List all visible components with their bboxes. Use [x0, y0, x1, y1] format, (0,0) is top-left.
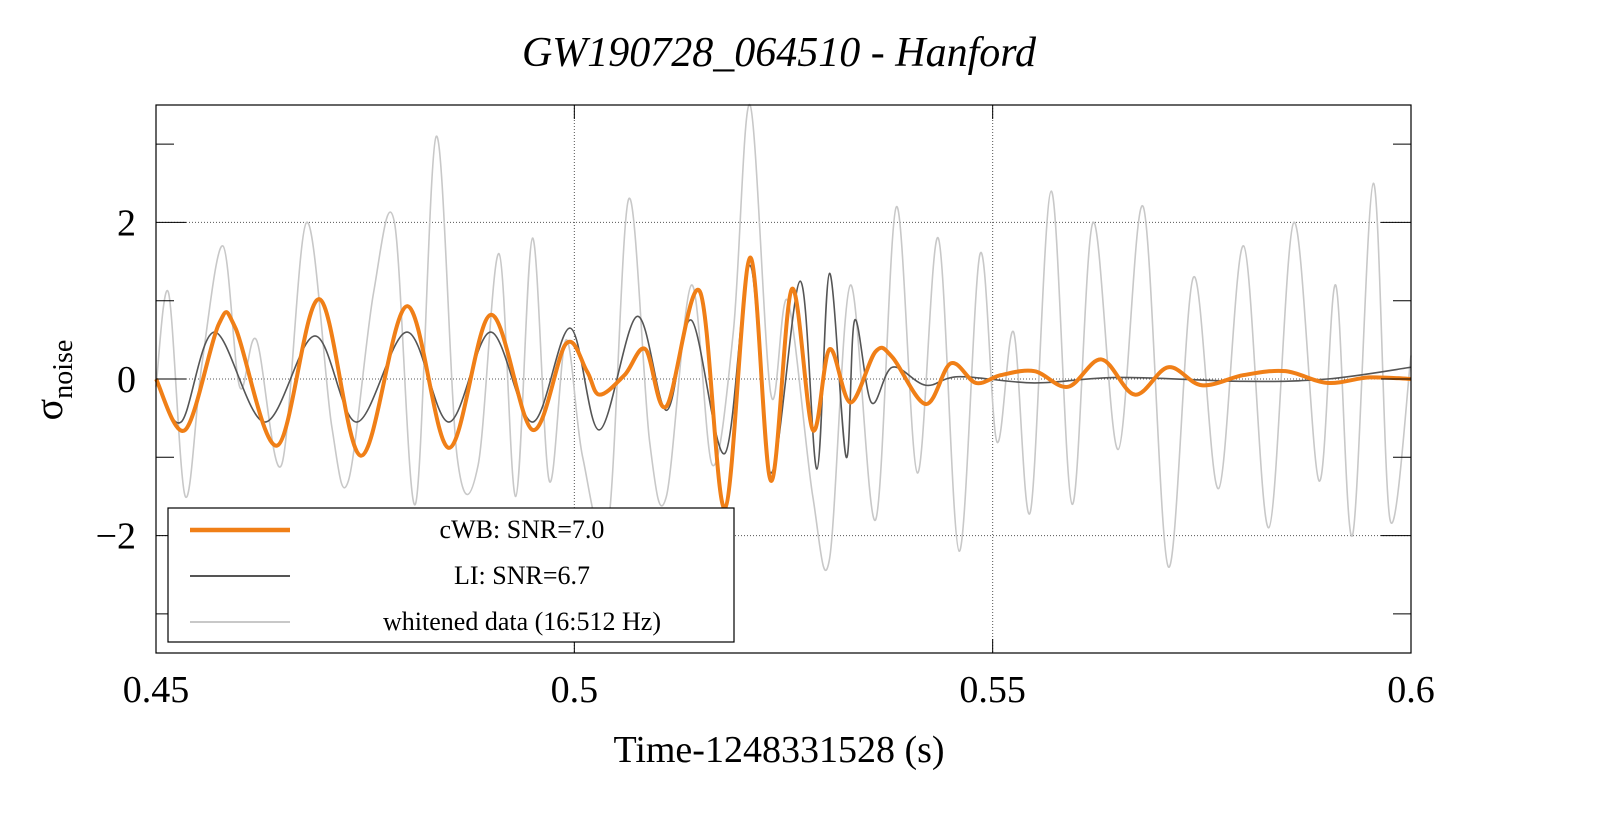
y-axis-label-symbol: σ	[26, 399, 71, 421]
y-tick-label: 2	[117, 202, 136, 244]
y-axis-label-subscript: noise	[48, 340, 79, 399]
y-tick-label: 0	[117, 359, 136, 401]
legend: cWB: SNR=7.0 LI: SNR=6.7 whitened data (16…	[167, 507, 735, 643]
series-line-2	[155, 104, 1412, 571]
axis-ticks: 0.45 0.5 0.55 0.6 −2 0 2	[96, 105, 1435, 711]
chart-title: GW190728_064510 - Hanford	[522, 30, 1037, 76]
legend-label: LI: SNR=6.7	[454, 561, 590, 590]
x-tick-label: 0.6	[1387, 669, 1435, 711]
y-axis-label: σnoise	[26, 340, 79, 421]
series-line-0	[154, 255, 1412, 511]
x-tick-label: 0.45	[123, 669, 190, 711]
legend-label: cWB: SNR=7.0	[440, 515, 605, 544]
x-tick-label: 0.5	[551, 669, 599, 711]
svg-text:σnoise: σnoise	[26, 340, 79, 421]
y-tick-label: −2	[96, 516, 136, 558]
x-tick-label: 0.55	[959, 669, 1026, 711]
series-layer	[154, 104, 1412, 571]
legend-label: whitened data (16:512 Hz)	[383, 607, 661, 636]
x-axis-label: Time-1248331528 (s)	[613, 729, 944, 771]
